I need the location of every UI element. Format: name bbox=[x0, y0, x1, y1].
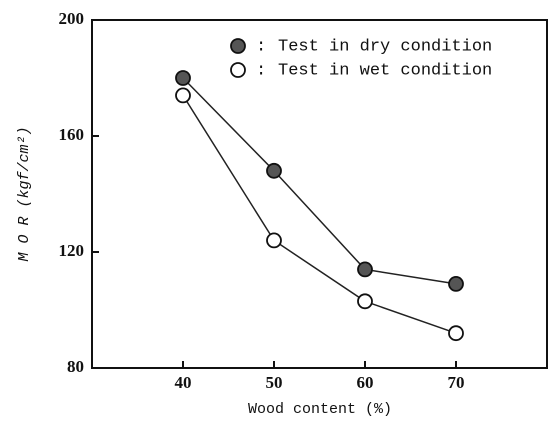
y-tick-label: 80 bbox=[67, 357, 84, 376]
x-tick-label: 60 bbox=[357, 373, 374, 392]
data-point bbox=[175, 70, 191, 86]
plot-frame bbox=[91, 19, 548, 369]
y-axis-label: M O R (kgf/cm²) bbox=[16, 126, 33, 261]
data-point bbox=[357, 261, 373, 278]
data-point bbox=[175, 87, 191, 104]
y-tick-label: 200 bbox=[59, 9, 85, 28]
series-line bbox=[182, 77, 457, 285]
x-axis-label: Wood content (%) bbox=[248, 401, 392, 418]
legend-separator: : bbox=[256, 61, 266, 80]
data-point bbox=[266, 232, 282, 249]
data-point bbox=[448, 325, 464, 342]
legend-separator: : bbox=[256, 37, 266, 56]
legend-marker bbox=[230, 62, 246, 78]
x-tick-label: 50 bbox=[266, 373, 283, 392]
legend-label: Test in wet condition bbox=[278, 61, 492, 80]
legend-marker bbox=[230, 38, 246, 54]
data-point bbox=[266, 162, 282, 179]
x-tick-label: 70 bbox=[448, 373, 465, 392]
data-point bbox=[448, 275, 464, 292]
y-tick-label: 160 bbox=[59, 125, 85, 144]
series-line bbox=[182, 95, 457, 334]
y-tick-label: 120 bbox=[59, 241, 85, 260]
legend-label: Test in dry condition bbox=[278, 37, 492, 56]
x-tick-label: 40 bbox=[175, 373, 192, 392]
data-point bbox=[357, 293, 373, 310]
